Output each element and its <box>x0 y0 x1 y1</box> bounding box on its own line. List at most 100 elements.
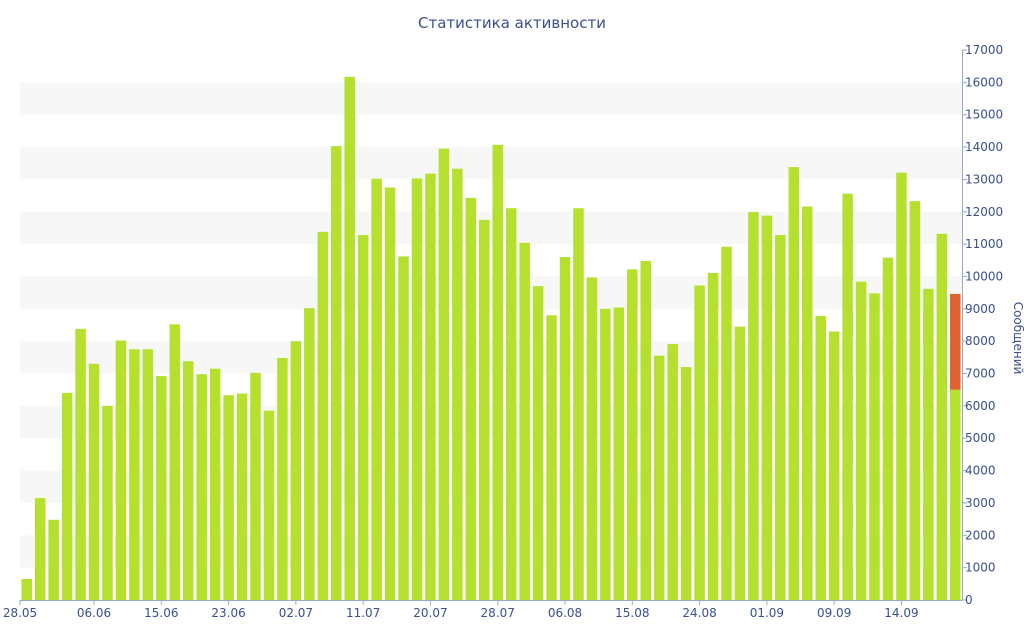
bar[interactable] <box>479 219 490 600</box>
bar[interactable] <box>828 331 840 600</box>
bar[interactable] <box>411 178 423 601</box>
x-tick-label: 14.09 <box>884 606 918 620</box>
bar[interactable] <box>896 172 907 600</box>
bar[interactable] <box>882 257 894 600</box>
bar[interactable] <box>613 307 625 600</box>
bar[interactable] <box>290 341 302 600</box>
bar[interactable] <box>304 308 315 600</box>
bar[interactable] <box>357 235 369 600</box>
bar[interactable] <box>492 144 503 600</box>
y-tick-label: 1000 <box>965 561 996 575</box>
x-tick-label: 28.07 <box>481 606 515 620</box>
y-tick-label: 11000 <box>965 237 1003 251</box>
x-tick-label: 11.07 <box>346 606 380 620</box>
bar[interactable] <box>384 187 396 601</box>
bar[interactable] <box>842 193 853 600</box>
bar[interactable] <box>640 260 652 600</box>
bar[interactable] <box>344 76 355 600</box>
bar[interactable] <box>452 168 463 600</box>
bar[interactable] <box>586 277 598 600</box>
bar[interactable] <box>573 208 584 601</box>
bar[interactable] <box>129 349 140 600</box>
bar[interactable] <box>546 315 557 600</box>
bar[interactable] <box>48 519 59 600</box>
bar[interactable] <box>371 178 382 600</box>
bar[interactable] <box>88 363 100 600</box>
bar[interactable] <box>182 361 194 600</box>
bar[interactable] <box>694 285 705 600</box>
x-tick-label: 24.08 <box>682 606 716 620</box>
bar[interactable] <box>102 405 113 600</box>
bar[interactable] <box>169 324 181 600</box>
bar[interactable] <box>559 257 571 600</box>
bar[interactable] <box>196 374 207 600</box>
bar[interactable] <box>707 272 719 600</box>
bar[interactable] <box>34 498 46 600</box>
bar[interactable] <box>855 281 867 600</box>
y-tick-label: 2000 <box>965 528 996 542</box>
bar[interactable] <box>236 393 248 600</box>
bar[interactable] <box>909 201 921 600</box>
bar-highlight[interactable] <box>950 293 961 390</box>
bar[interactable] <box>761 215 773 600</box>
x-tick-label: 15.08 <box>615 606 649 620</box>
y-tick-label: 9000 <box>965 302 996 316</box>
bar[interactable] <box>223 395 234 600</box>
bar[interactable] <box>680 367 692 600</box>
y-tick-label: 13000 <box>965 172 1003 186</box>
bar[interactable] <box>532 286 544 600</box>
x-tick-label: 06.08 <box>548 606 582 620</box>
bar[interactable] <box>75 328 86 600</box>
bar[interactable] <box>465 197 477 600</box>
bar[interactable] <box>600 308 611 600</box>
y-tick-label: 4000 <box>965 464 996 478</box>
bar[interactable] <box>869 293 880 600</box>
bar[interactable] <box>667 344 678 600</box>
bar[interactable] <box>505 208 517 601</box>
bar[interactable] <box>950 389 961 600</box>
grid-band <box>20 82 962 115</box>
y-tick-label: 0 <box>965 593 973 607</box>
x-tick-label: 01.09 <box>750 606 784 620</box>
bar[interactable] <box>115 340 127 600</box>
bar[interactable] <box>156 376 167 600</box>
bar[interactable] <box>734 326 746 600</box>
y-tick-label: 3000 <box>965 496 996 510</box>
bar[interactable] <box>21 578 32 600</box>
bar[interactable] <box>788 167 800 600</box>
bar[interactable] <box>653 355 665 600</box>
bar[interactable] <box>815 315 826 600</box>
x-tick-label: 20.07 <box>413 606 447 620</box>
bar[interactable] <box>438 148 450 601</box>
x-tick-label: 15.06 <box>144 606 178 620</box>
bar[interactable] <box>801 206 813 600</box>
y-tick-label: 7000 <box>965 367 996 381</box>
bar[interactable] <box>317 231 329 600</box>
y-tick-label: 17000 <box>965 43 1003 57</box>
bar[interactable] <box>209 368 221 600</box>
bar[interactable] <box>519 242 530 600</box>
bar[interactable] <box>923 288 934 600</box>
bars <box>21 76 961 601</box>
bar[interactable] <box>627 269 638 600</box>
bar[interactable] <box>721 246 732 601</box>
bar[interactable] <box>748 212 759 600</box>
bar[interactable] <box>775 235 786 600</box>
bar[interactable] <box>61 392 73 600</box>
bar[interactable] <box>425 173 436 600</box>
bar[interactable] <box>398 256 409 600</box>
x-tick-label: 09.09 <box>817 606 851 620</box>
bar[interactable] <box>250 372 261 600</box>
y-axis-label: Сообщений <box>1011 302 1024 375</box>
x-tick-label: 23.06 <box>211 606 245 620</box>
axes: 0 1000 2000 3000 4000 5000 6000 7000 8000 9000 100… <box>3 43 1003 620</box>
bar[interactable] <box>330 146 342 600</box>
x-tick-label: 02.07 <box>279 606 313 620</box>
x-tick-label: 06.06 <box>77 606 111 620</box>
bar[interactable] <box>263 410 275 600</box>
bar[interactable] <box>936 233 948 600</box>
bar[interactable] <box>142 349 154 600</box>
bar[interactable] <box>277 358 288 600</box>
